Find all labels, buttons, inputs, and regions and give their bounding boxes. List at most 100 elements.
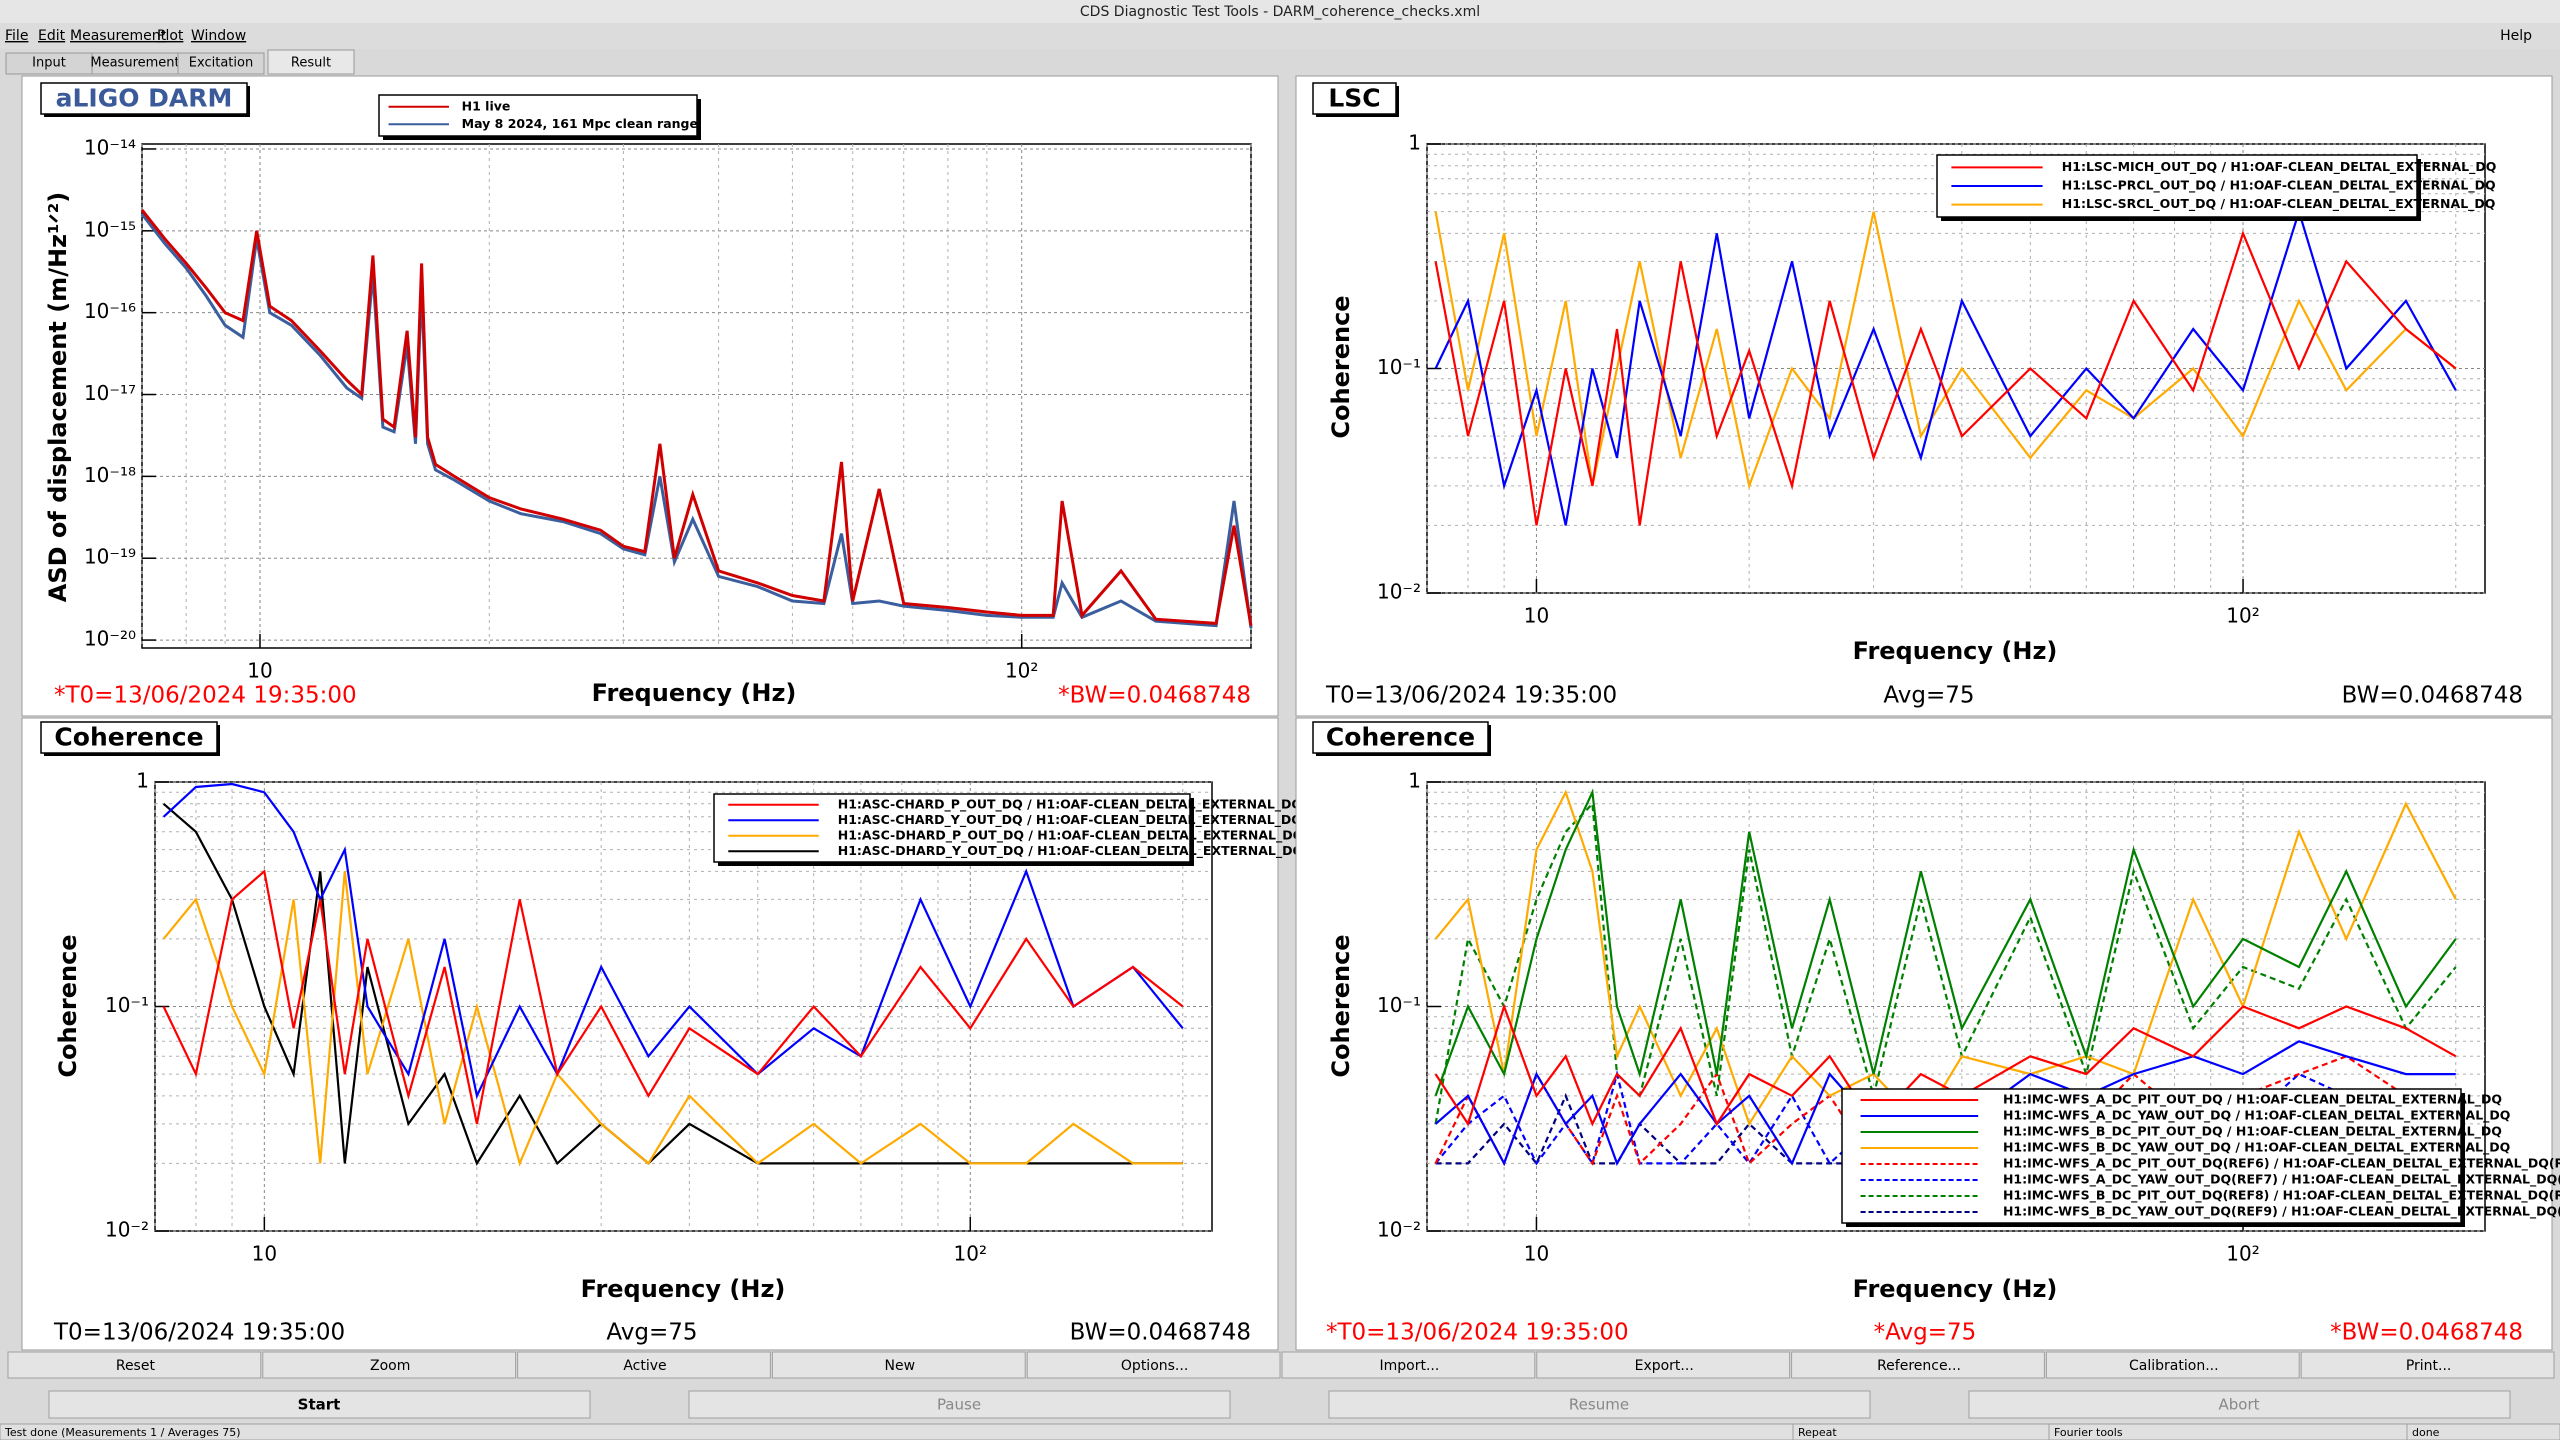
- button-label[interactable]: Zoom: [370, 1358, 410, 1374]
- footer-t0: *T0=13/06/2024 19:35:00: [1326, 1320, 1629, 1346]
- y-axis-label: Coherence: [1327, 295, 1355, 438]
- series-line: [1434, 207, 2457, 526]
- series-line: [162, 869, 1184, 1125]
- series-line: [1434, 211, 2457, 490]
- legend-label: H1:IMC-WFS_B_DC_YAW_OUT_DQ(REF9) / H1:OA…: [2003, 1204, 2560, 1220]
- button-label[interactable]: Options...: [1121, 1358, 1188, 1374]
- legend-label: H1:ASC-CHARD_Y_OUT_DQ / H1:OAF-CLEAN_DEL…: [838, 812, 1302, 828]
- x-tick-label: 10: [252, 1242, 277, 1266]
- menu-item[interactable]: Measurement: [70, 28, 167, 44]
- y-tick-label: 1: [1408, 769, 1421, 793]
- y-axis-label: ASD of displacement (m/Hz¹ᐟ²): [44, 192, 72, 602]
- series-line: [1434, 230, 2457, 526]
- button[interactable]: [1328, 1390, 1871, 1419]
- button[interactable]: [1026, 1351, 1281, 1379]
- y-tick-label: 1: [136, 769, 149, 793]
- button-label[interactable]: Start: [298, 1396, 341, 1414]
- menu-item[interactable]: Plot: [157, 28, 184, 44]
- legend: [1841, 1088, 2462, 1224]
- menu-item[interactable]: Edit: [38, 28, 66, 44]
- status-text: done: [2412, 1426, 2440, 1439]
- legend-label: H1:IMC-WFS_A_DC_PIT_OUT_DQ / H1:OAF-CLEA…: [2003, 1092, 2502, 1108]
- y-tick-label: 10⁻¹⁸: [84, 463, 136, 487]
- title-box: [40, 721, 218, 754]
- button[interactable]: [1791, 1351, 2045, 1379]
- y-tick-label: 10⁻¹: [1377, 993, 1421, 1017]
- button-label[interactable]: Calibration...: [2129, 1358, 2219, 1374]
- y-tick-label: 10⁻¹⁹: [84, 545, 136, 569]
- tab[interactable]: [267, 49, 355, 75]
- button-label[interactable]: Reference...: [1877, 1358, 1961, 1374]
- legend-label: H1 live: [462, 98, 511, 113]
- legend-label: H1:ASC-DHARD_P_OUT_DQ / H1:OAF-CLEAN_DEL…: [838, 827, 1304, 843]
- button[interactable]: [771, 1351, 1026, 1379]
- title-bar: [0, 0, 2560, 23]
- series-line: [140, 213, 1253, 629]
- menu-help[interactable]: Help: [2500, 28, 2532, 44]
- footer-bw: *BW=0.0468748: [2330, 1320, 2523, 1346]
- status-text: Repeat: [1798, 1426, 1837, 1439]
- window-title: CDS Diagnostic Test Tools - DARM_coheren…: [1080, 4, 1480, 20]
- legend-label: H1:LSC-SRCL_OUT_DQ / H1:OAF-CLEAN_DELTAL…: [2062, 196, 2496, 212]
- button[interactable]: [517, 1351, 771, 1379]
- chart-title: aLIGO DARM: [56, 84, 233, 113]
- tab-label[interactable]: Input: [32, 56, 66, 71]
- x-axis-label: Frequency (Hz): [592, 679, 797, 707]
- series-line: [1434, 788, 2457, 1097]
- button-label[interactable]: Active: [623, 1358, 666, 1374]
- tab-label[interactable]: Excitation: [189, 56, 253, 71]
- button[interactable]: [7, 1351, 262, 1379]
- plot-area: [141, 143, 1252, 649]
- y-tick-label: 10⁻²: [1377, 580, 1421, 604]
- button-label[interactable]: Export...: [1635, 1358, 1694, 1374]
- button[interactable]: [262, 1351, 517, 1379]
- tab-label[interactable]: Measurement: [90, 56, 179, 71]
- x-tick-label: 10²: [2226, 604, 2259, 628]
- x-tick-label: 10: [247, 659, 272, 683]
- tab-label[interactable]: Result: [291, 56, 331, 71]
- button-label[interactable]: Import...: [1379, 1358, 1439, 1374]
- footer-avg: *Avg=75: [1874, 1320, 1977, 1346]
- y-tick-label: 10⁻¹: [105, 993, 149, 1017]
- button[interactable]: [1281, 1351, 1536, 1379]
- y-axis-label: Coherence: [1327, 934, 1355, 1077]
- button-label[interactable]: New: [885, 1358, 916, 1374]
- menu-item[interactable]: File: [5, 28, 28, 44]
- tab[interactable]: [177, 52, 265, 75]
- button[interactable]: [688, 1390, 1231, 1419]
- legend-label: H1:LSC-MICH_OUT_DQ / H1:OAF-CLEAN_DELTAL…: [2062, 159, 2497, 175]
- chart-title: LSC: [1328, 84, 1380, 113]
- x-tick-label: 10²: [2226, 1242, 2259, 1266]
- footer-avg: Avg=75: [606, 1320, 697, 1346]
- menu-item[interactable]: Window: [191, 28, 246, 44]
- button[interactable]: [48, 1390, 591, 1419]
- series-line: [1434, 801, 2457, 1125]
- y-tick-label: 10⁻¹: [1377, 355, 1421, 379]
- footer-bw: *BW=0.0468748: [1058, 683, 1251, 709]
- button-label[interactable]: Pause: [937, 1396, 981, 1414]
- x-tick-label: 10²: [954, 1242, 987, 1266]
- footer-bw: BW=0.0468748: [2342, 683, 2523, 709]
- legend-label: H1:IMC-WFS_B_DC_PIT_OUT_DQ / H1:OAF-CLEA…: [2003, 1124, 2502, 1140]
- legend: [378, 94, 698, 137]
- button[interactable]: [1968, 1390, 2511, 1419]
- y-tick-label: 10⁻²⁰: [84, 627, 136, 651]
- button[interactable]: [2300, 1351, 2555, 1379]
- y-tick-label: 10⁻¹⁶: [84, 299, 136, 323]
- status-text: Fourier tools: [2054, 1426, 2123, 1439]
- status-text: Test done (Measurements 1 / Averages 75): [4, 1426, 241, 1439]
- button[interactable]: [1536, 1351, 1791, 1379]
- button-label[interactable]: Abort: [2218, 1396, 2259, 1414]
- x-axis-label: Frequency (Hz): [1853, 637, 2058, 665]
- x-axis-label: Frequency (Hz): [581, 1275, 786, 1303]
- x-tick-label: 10: [1524, 604, 1549, 628]
- legend-label: H1:IMC-WFS_B_DC_YAW_OUT_DQ / H1:OAF-CLEA…: [2003, 1140, 2510, 1156]
- button-label[interactable]: Print...: [2406, 1358, 2452, 1374]
- y-tick-label: 10⁻¹⁴: [84, 135, 136, 159]
- button[interactable]: [2045, 1351, 2300, 1379]
- legend-label: H1:IMC-WFS_A_DC_YAW_OUT_DQ(REF7) / H1:OA…: [2003, 1172, 2560, 1188]
- button-label[interactable]: Reset: [116, 1358, 156, 1374]
- button-label[interactable]: Resume: [1569, 1396, 1629, 1414]
